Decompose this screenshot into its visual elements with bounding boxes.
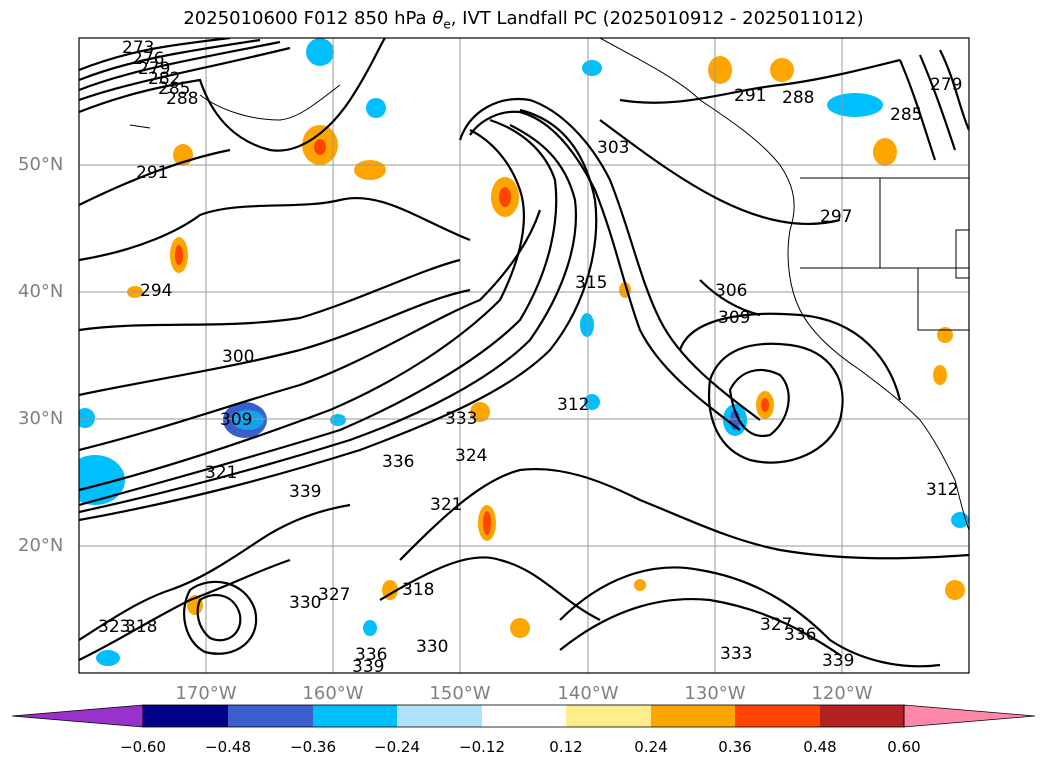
contour-label: 327 bbox=[318, 585, 350, 605]
contour-label: 291 bbox=[734, 86, 766, 106]
contour-label: 336 bbox=[784, 625, 816, 645]
contour-label: 285 bbox=[890, 105, 922, 125]
lat-label: 30°N bbox=[18, 408, 64, 429]
contour-label: 297 bbox=[820, 207, 852, 227]
contour-label: 323 bbox=[98, 617, 130, 637]
colorbar-segment bbox=[820, 705, 904, 727]
colorbar-extend-low bbox=[11, 704, 144, 728]
colorbar-segment bbox=[651, 705, 735, 727]
contour-label: 312 bbox=[557, 395, 589, 415]
colorbar-segment bbox=[566, 705, 651, 727]
lon-label: 150°W bbox=[429, 683, 491, 704]
contour-label: 330 bbox=[416, 637, 448, 657]
colorbar-segment bbox=[228, 705, 313, 727]
colorbar-segment bbox=[482, 705, 566, 727]
colorbar-segment bbox=[735, 705, 820, 727]
colorbar-tick-label: 0.36 bbox=[718, 738, 752, 756]
lat-label: 50°N bbox=[18, 154, 64, 175]
colorbar-segment bbox=[397, 705, 482, 727]
colorbar bbox=[11, 704, 1036, 728]
lat-label: 20°N bbox=[18, 535, 64, 556]
contour-label: 318 bbox=[125, 617, 157, 637]
lon-label: 130°W bbox=[684, 683, 746, 704]
contour-label: 282 bbox=[148, 69, 180, 89]
colorbar-tick-label: −0.24 bbox=[374, 738, 420, 756]
contour-label: 339 bbox=[822, 651, 854, 671]
colorbar-extend-high bbox=[903, 704, 1036, 728]
contour-label-group: 273 276 279 282 285 288 291 294 300 309 … bbox=[98, 38, 962, 677]
contour-label: 309 bbox=[220, 410, 252, 430]
contour-label: 336 bbox=[382, 452, 414, 472]
colorbar-tick-label: −0.60 bbox=[120, 738, 166, 756]
map-frame bbox=[78, 37, 970, 674]
colorbar-segment bbox=[143, 705, 228, 727]
colorbar-tick-label: 0.48 bbox=[803, 738, 837, 756]
contour-label: 339 bbox=[352, 657, 384, 677]
contour-label: 321 bbox=[205, 463, 237, 483]
colorbar-tick-label: 0.60 bbox=[887, 738, 921, 756]
contour-label: 279 bbox=[138, 59, 170, 79]
contour-label: 285 bbox=[158, 79, 190, 99]
contour-label: 303 bbox=[597, 138, 629, 158]
contour-label: 273 bbox=[122, 38, 154, 58]
contour-label: 279 bbox=[930, 75, 962, 95]
contour-label: 333 bbox=[445, 409, 477, 429]
contour-label: 288 bbox=[782, 88, 814, 108]
map-title: 2025010600 F012 850 hPa θe, IVT Landfall… bbox=[183, 8, 864, 32]
contour-label: 288 bbox=[166, 89, 198, 109]
contour-label: 336 bbox=[355, 645, 387, 665]
contour-label: 300 bbox=[222, 347, 254, 367]
contour-label: 294 bbox=[140, 281, 172, 301]
contour-label: 318 bbox=[402, 580, 434, 600]
lon-label: 170°W bbox=[175, 683, 237, 704]
contour-label: 333 bbox=[720, 644, 752, 664]
contour-label: 312 bbox=[926, 480, 958, 500]
colorbar-tick-label: 0.12 bbox=[549, 738, 583, 756]
lon-label: 140°W bbox=[557, 683, 619, 704]
colorbar-tick-label: −0.12 bbox=[459, 738, 505, 756]
theta-e-contours bbox=[79, 38, 969, 668]
lat-label: 40°N bbox=[18, 281, 64, 302]
lon-label: 120°W bbox=[811, 683, 873, 704]
contour-label: 276 bbox=[132, 49, 164, 69]
gridlines bbox=[79, 38, 969, 673]
contour-label: 315 bbox=[575, 273, 607, 293]
contour-label: 291 bbox=[136, 163, 168, 183]
contour-label: 309 bbox=[718, 308, 750, 328]
contour-label: 324 bbox=[455, 446, 487, 466]
colorbar-tick-label: 0.24 bbox=[634, 738, 668, 756]
contour-label: 327 bbox=[760, 615, 792, 635]
contour-label: 330 bbox=[289, 593, 321, 613]
contour-label: 306 bbox=[715, 281, 747, 301]
contour-label: 321 bbox=[430, 495, 462, 515]
colorbar-tick-label: −0.36 bbox=[290, 738, 336, 756]
colorbar-tick-label: −0.48 bbox=[205, 738, 251, 756]
coastlines bbox=[129, 38, 969, 531]
colorbar-segment bbox=[313, 705, 397, 727]
lon-label: 160°W bbox=[302, 683, 364, 704]
contour-label: 339 bbox=[289, 482, 321, 502]
